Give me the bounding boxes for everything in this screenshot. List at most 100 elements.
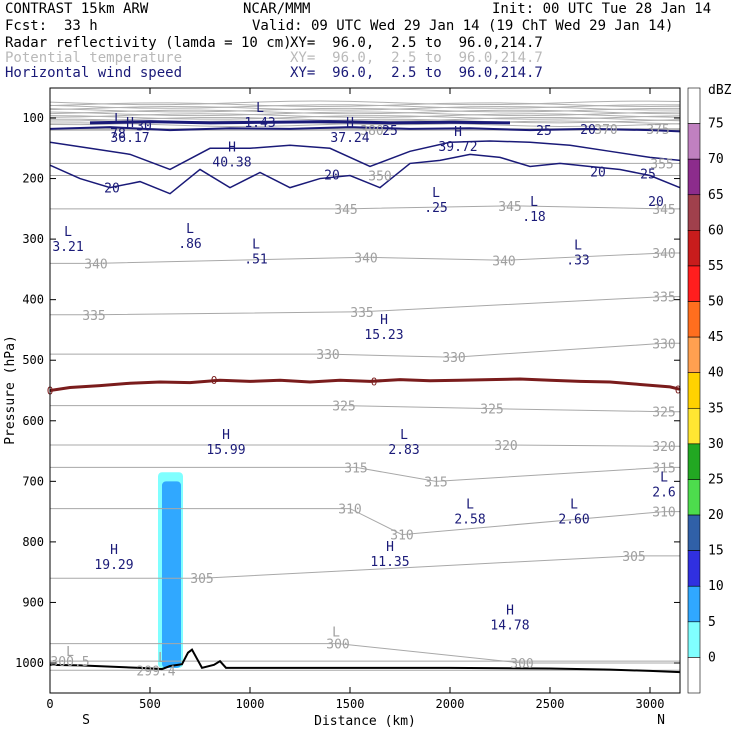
colorbar-swatch [688,622,700,658]
wind-extremum-value: .25 [424,201,447,216]
theta-contour [50,644,680,663]
colorbar-swatch [688,302,700,338]
colorbar-tick-label: 35 [708,401,724,416]
wind-extremum-value: 40.38 [212,155,251,170]
wind-extremum-type: H [386,540,394,555]
theta-contours-layer [50,101,680,670]
theta-minmax: L [66,645,74,660]
wind-extremum-value: 36.17 [110,131,149,146]
x-end-right: N [657,713,665,728]
theta-label: 330 [442,351,465,366]
colorbar-swatch [688,444,700,480]
colorbar-tick-label: 25 [708,472,724,487]
wind-extremum-value: 15.23 [364,328,403,343]
colorbar-tick-label: 10 [708,579,724,594]
wind-extremum-value: .33 [566,253,589,268]
wind-extremum-type: L [432,186,440,201]
wind-extremum-value: 2.6 [652,485,675,500]
colorbar-tick-label: 5 [708,615,716,630]
wind-extremum-type: H [506,604,514,619]
plot-frame [50,88,680,693]
colorbar-tick-label: 50 [708,295,724,310]
y-tick-label: 800 [22,535,44,549]
wind-extremum-type: L [400,428,408,443]
wind-extremum-type: H [454,125,462,140]
colorbar: dBZ757065605550454035302520151050 [688,83,732,693]
theta-contour [50,445,680,446]
wind-extremum-value: 3.21 [52,240,83,255]
reflectivity-cell [162,481,181,668]
theta-label: 305 [622,550,645,565]
wind-extremum-type: H [346,116,354,131]
x-tick-label: 2000 [436,697,465,711]
theta-label: 370 [594,123,617,138]
theta-label: 305 [190,572,213,587]
theta-minmax: L [332,626,340,641]
x-axis-label: Distance (km) [314,714,416,729]
theta-label: 375 [646,123,669,138]
wind-extremum-type: L [466,498,474,513]
theta-label: 320 [494,439,517,454]
theta-label: 300 [510,657,533,672]
wind-extremum-value: 2.83 [388,443,419,458]
colorbar-swatch [688,373,700,409]
wind-contour-label: 20 [580,123,596,138]
wind-extremum-value: 2.58 [454,513,485,528]
theta-label: 345 [498,200,521,215]
y-tick-label: 300 [22,232,44,246]
colorbar-tick-label: 65 [708,188,724,203]
theta-label: 325 [480,403,503,418]
x-tick-label: 1500 [336,697,365,711]
x-tick-label: 500 [139,697,161,711]
colorbar-swatch [688,266,700,302]
theta-contour [50,206,680,209]
colorbar-tick-label: 70 [708,152,724,167]
wind-contour-label: 20 [648,195,664,210]
wind-extremum-value: 39.72 [438,140,477,155]
theta-label: 320 [652,440,675,455]
colorbar-swatch [688,195,700,231]
wind-extremum-value: .18 [522,210,545,225]
y-tick-label: 900 [22,595,44,609]
y-tick-label: 400 [22,293,44,307]
theta-label: 330 [316,348,339,363]
theta-label: 340 [354,251,377,266]
colorbar-tick-label: 30 [708,437,724,452]
x-end-left: S [82,713,90,728]
y-tick-label: 600 [22,414,44,428]
y-tick-label: 700 [22,474,44,488]
wind-extremum-type: L [570,498,578,513]
colorbar-tick-label: 0 [708,650,716,665]
theta-contour [50,556,680,578]
theta-contour [50,343,680,357]
theta-label: 310 [338,503,361,518]
colorbar-swatch [688,479,700,515]
x-tick-label: 1000 [236,697,265,711]
theta-label: 340 [492,254,515,269]
theta-label: 335 [82,309,105,324]
wind-extremum-type: H [380,313,388,328]
wind-extremum-value: 37.24 [330,131,369,146]
colorbar-tick-label: 55 [708,259,724,274]
wind-extremum-value: .51 [244,252,267,267]
wind-extremum-type: L [660,470,668,485]
cross-section-chart: reflectivity terrain 3803703753503553453… [0,0,740,740]
theta-label: 350 [368,170,391,185]
theta-label: 315 [344,461,367,476]
colorbar-swatch [688,515,700,551]
wind-extremum-type: L [64,225,72,240]
wind-extremum-value: 15.99 [206,443,245,458]
theta-label: 299.4 [136,664,175,679]
colorbar-tick-label: 60 [708,223,724,238]
theta-label: 335 [652,291,675,306]
theta-minmax: L [158,651,166,666]
wind-extremum-type: L [114,112,122,127]
colorbar-swatch [688,337,700,373]
freezing-level-label: 0 [211,374,218,387]
x-tick-label: 2500 [536,697,565,711]
colorbar-tick-label: 75 [708,117,724,132]
wind-contour-label: 25 [536,124,552,139]
wind-extremum-type: H [126,116,134,131]
wind-extremum-value: 14.78 [490,619,529,634]
colorbar-swatch [688,551,700,587]
